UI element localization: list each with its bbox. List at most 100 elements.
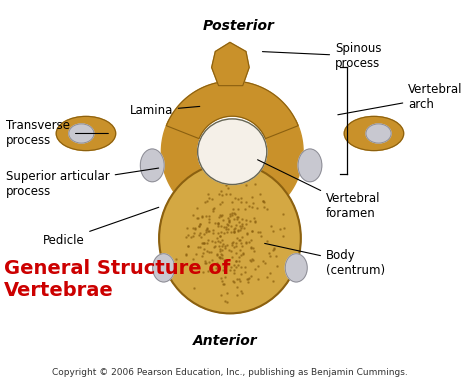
Point [219,217,227,223]
Point [245,203,253,209]
Point [190,230,197,236]
Point [190,285,197,291]
Point [216,255,223,261]
Point [193,261,201,267]
Point [223,229,231,235]
Point [229,206,237,212]
Point [238,216,246,222]
Point [182,252,190,258]
Polygon shape [212,42,249,86]
Point [220,281,228,287]
Point [217,251,225,257]
Point [217,246,224,252]
Point [235,258,243,264]
Point [263,238,271,244]
Point [216,254,223,260]
Point [217,229,224,235]
Point [216,212,224,218]
Point [231,228,238,234]
Point [225,247,233,253]
Point [247,273,255,279]
Point [236,254,243,260]
Point [211,243,219,249]
Point [202,227,210,233]
Point [211,220,219,226]
Point [232,243,239,249]
Point [223,182,230,188]
Point [237,271,245,277]
Point [190,225,197,231]
Ellipse shape [153,254,174,282]
Point [205,228,213,234]
Point [195,232,203,238]
Point [225,222,232,228]
Point [273,253,280,259]
Point [203,198,211,204]
Point [251,266,258,273]
Point [228,240,236,246]
Point [263,274,271,280]
Point [215,243,222,249]
Point [222,226,230,232]
Point [270,246,278,253]
Point [260,199,268,205]
Point [207,249,215,256]
Point [198,253,206,259]
Point [222,263,230,270]
Point [204,226,211,232]
Point [225,218,232,225]
Point [210,205,218,211]
Point [205,268,212,274]
Point [211,239,219,245]
Point [230,267,237,273]
Point [244,279,252,285]
Point [215,221,222,227]
Point [237,288,245,294]
Point [219,254,226,260]
Point [214,230,221,236]
Point [218,223,225,229]
Point [198,234,205,240]
Point [236,223,244,229]
Point [226,211,234,217]
Point [188,234,195,240]
Point [200,250,207,256]
Point [223,290,231,296]
Point [259,258,266,264]
Point [219,243,226,249]
Point [237,195,245,201]
Point [224,226,231,232]
Point [196,244,204,250]
Point [210,230,217,236]
Point [205,259,213,265]
Ellipse shape [174,165,208,193]
Point [237,240,245,246]
Point [193,206,201,212]
Point [218,278,226,284]
Point [224,186,231,192]
Point [250,215,257,221]
Point [248,204,256,210]
Point [203,260,210,266]
Point [235,276,243,282]
Point [235,195,242,201]
Point [218,188,225,194]
Point [246,257,254,263]
Point [184,243,191,249]
Ellipse shape [366,124,391,143]
Point [227,212,234,218]
Point [225,218,232,225]
Point [232,258,240,264]
Point [245,276,252,282]
Point [256,191,264,197]
Point [189,233,197,239]
Point [232,240,239,246]
Point [208,196,216,202]
Point [199,240,207,246]
Point [218,246,225,253]
Point [244,231,251,237]
Point [252,181,259,187]
Point [218,192,225,198]
Point [280,225,288,231]
Point [229,278,237,284]
